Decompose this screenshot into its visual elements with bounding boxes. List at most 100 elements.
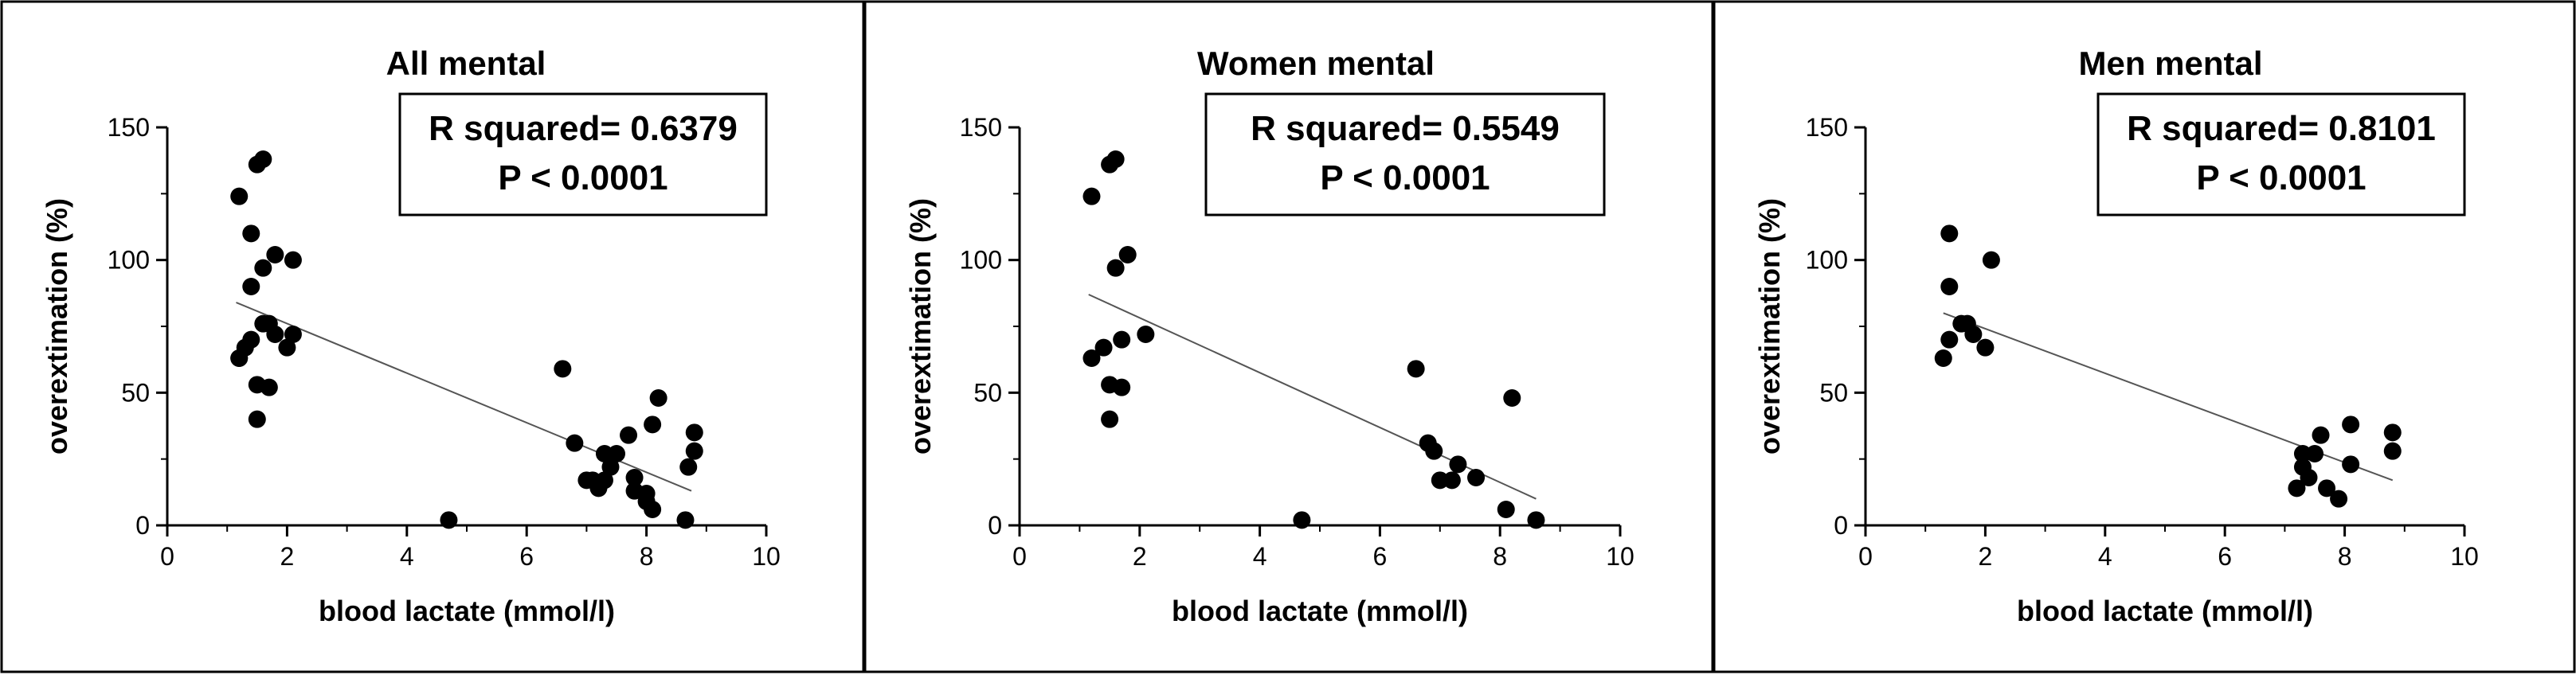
data-point <box>1976 338 1995 357</box>
panel-1: All mental 0 50 100 150 0 2 4 6 8 10 blood lactate … <box>0 0 865 673</box>
data-point <box>1106 259 1125 277</box>
data-point <box>1503 389 1521 407</box>
y-axis-label: overextimation (%) <box>1753 198 1786 455</box>
data-point <box>1082 349 1101 367</box>
data-point <box>2342 455 2360 474</box>
data-point <box>284 251 302 269</box>
data-point <box>1113 378 1131 396</box>
x-tick-label: 4 <box>1253 542 1267 571</box>
y-tick-label: 0 <box>135 511 150 540</box>
data-point <box>685 442 703 460</box>
data-point <box>1940 224 1959 243</box>
data-point <box>1497 501 1515 518</box>
data-point <box>554 360 572 378</box>
data-point <box>1293 511 1311 529</box>
data-point <box>1527 511 1545 529</box>
data-point <box>676 511 695 529</box>
p-value-text: P < 0.0001 <box>1320 158 1490 197</box>
panel-3: Men mental 0 50 100 150 0 2 4 6 8 10 blood lactate … <box>1713 0 2576 673</box>
x-tick-label: 8 <box>2338 542 2352 571</box>
panel-frame <box>863 0 1714 673</box>
x-axis-label: blood lactate (mmol/l) <box>1172 595 1468 627</box>
data-point <box>1467 469 1486 486</box>
data-point <box>649 389 667 407</box>
data-point <box>2342 416 2360 434</box>
data-point <box>260 378 278 396</box>
data-point <box>254 259 272 277</box>
x-tick-label: 10 <box>752 542 781 571</box>
data-point <box>1082 187 1101 205</box>
x-axis-label: blood lactate (mmol/l) <box>319 595 615 627</box>
data-point <box>595 471 613 490</box>
x-tick-label: 0 <box>160 542 174 571</box>
data-point <box>266 326 284 343</box>
data-point <box>2383 423 2402 442</box>
data-point <box>2293 445 2312 462</box>
regression-line <box>1088 294 1537 500</box>
data-point <box>644 416 662 434</box>
data-point <box>644 501 662 518</box>
stats-box <box>398 92 768 217</box>
data-point <box>1113 330 1131 349</box>
data-point <box>1940 278 1959 295</box>
data-point <box>2330 490 2348 508</box>
data-point <box>2318 479 2336 497</box>
x-tick-label: 6 <box>519 542 534 571</box>
data-point <box>1425 442 1443 460</box>
x-tick-label: 2 <box>1133 542 1147 571</box>
data-point <box>1431 471 1449 490</box>
y-tick-label: 150 <box>108 113 150 142</box>
data-point <box>230 187 249 205</box>
data-point <box>1934 349 1952 367</box>
data-point <box>230 349 249 367</box>
y-tick-label: 50 <box>121 378 150 407</box>
data-point <box>266 246 284 263</box>
x-tick-label: 2 <box>280 542 295 571</box>
x-tick-label: 0 <box>1012 542 1027 571</box>
panel-frame <box>0 0 865 673</box>
x-tick-label: 4 <box>2098 542 2112 571</box>
x-tick-label: 4 <box>400 542 414 571</box>
p-value-text: P < 0.0001 <box>498 158 667 197</box>
data-point <box>2288 479 2306 497</box>
chart-title: Women mental <box>1197 45 1435 82</box>
y-tick-label: 50 <box>1819 378 1848 407</box>
data-point <box>254 150 272 168</box>
x-tick-label: 6 <box>1373 542 1388 571</box>
x-axis-label: blood lactate (mmol/l) <box>2017 595 2313 627</box>
y-tick-label: 150 <box>1806 113 1848 142</box>
x-tick-label: 10 <box>2450 542 2479 571</box>
panel-frame <box>1713 0 2576 673</box>
y-tick-label: 100 <box>108 246 150 275</box>
x-tick-label: 6 <box>2218 542 2232 571</box>
chart-title: Men mental <box>2078 45 2262 82</box>
data-point <box>625 482 644 500</box>
y-tick-label: 150 <box>960 113 1002 142</box>
data-point <box>1407 360 1425 378</box>
r-squared-text: R squared= 0.6379 <box>429 109 738 148</box>
x-tick-label: 0 <box>1858 542 1873 571</box>
stats-box <box>2096 92 2466 217</box>
data-point <box>679 458 698 476</box>
data-point <box>685 423 703 442</box>
y-tick-label: 0 <box>988 511 1002 540</box>
panel-2: Women mental 0 50 100 150 0 2 4 6 8 10 blood lactat… <box>863 0 1714 673</box>
y-axis-label: overextimation (%) <box>904 198 937 455</box>
data-point <box>2312 426 2330 444</box>
data-point <box>1118 246 1137 263</box>
y-tick-label: 50 <box>973 378 1002 407</box>
data-point <box>1964 326 1983 343</box>
y-tick-label: 0 <box>1834 511 1848 540</box>
data-point <box>1094 338 1113 357</box>
y-tick-label: 100 <box>1806 246 1848 275</box>
x-tick-label: 8 <box>640 542 654 571</box>
data-point <box>1106 150 1125 168</box>
r-squared-text: R squared= 0.8101 <box>2127 109 2436 148</box>
data-point <box>620 426 638 444</box>
data-point <box>248 410 266 428</box>
data-point <box>2300 469 2318 486</box>
data-point <box>242 224 260 243</box>
y-axis-label: overextimation (%) <box>41 198 73 455</box>
